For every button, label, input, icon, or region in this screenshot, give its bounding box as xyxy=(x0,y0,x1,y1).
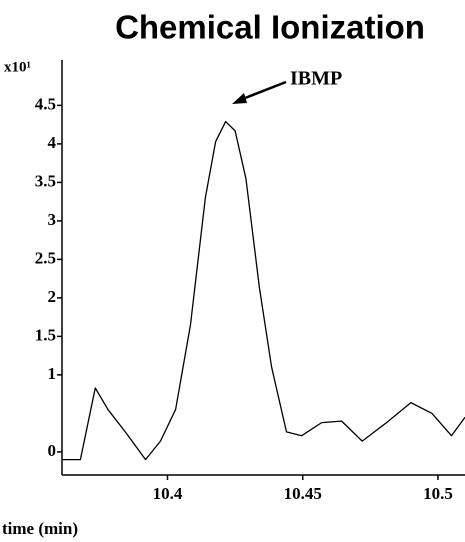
y-tick-label: 1.5 xyxy=(35,325,56,344)
annotation-arrowhead xyxy=(232,93,247,104)
y-tick-label: 2 xyxy=(48,287,57,306)
y-tick-label: 4.5 xyxy=(35,94,56,113)
annotation: IBMP xyxy=(290,68,342,90)
series-line xyxy=(62,120,465,461)
x-tick-label: 10.45 xyxy=(284,484,322,503)
x-tick-label: 10.4 xyxy=(153,484,183,503)
chart-title: Chemical Ionization xyxy=(115,9,425,46)
annotation-arrow xyxy=(239,80,287,102)
y-tick-label: 3.5 xyxy=(35,171,56,190)
y-tick-label: 2.5 xyxy=(35,248,56,267)
x-tick-label: 10.5 xyxy=(423,484,453,503)
y-tick-label: 4 xyxy=(48,133,57,152)
y-tick-label: 3 xyxy=(48,210,57,229)
y-axis-label: x10¹ xyxy=(4,59,31,75)
x-axis-label: time (min) xyxy=(2,519,78,538)
y-tick-label: 1 xyxy=(48,364,57,383)
y-tick-label: 0 xyxy=(48,441,57,460)
